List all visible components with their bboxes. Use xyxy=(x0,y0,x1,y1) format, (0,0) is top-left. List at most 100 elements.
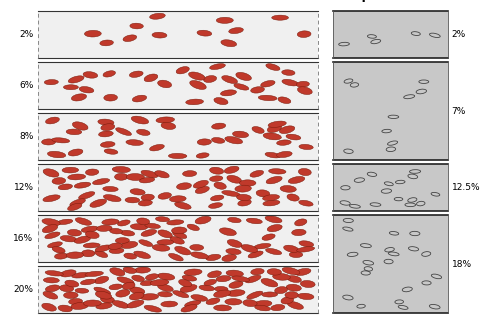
Bar xyxy=(38,164,318,211)
Ellipse shape xyxy=(104,149,118,154)
Ellipse shape xyxy=(130,71,143,77)
Ellipse shape xyxy=(94,287,110,295)
Ellipse shape xyxy=(222,254,236,261)
Ellipse shape xyxy=(252,126,264,133)
Ellipse shape xyxy=(263,133,281,140)
Ellipse shape xyxy=(260,81,275,87)
Ellipse shape xyxy=(130,189,145,195)
Text: Simulations: Simulations xyxy=(136,0,218,2)
Ellipse shape xyxy=(204,279,216,286)
Ellipse shape xyxy=(140,280,154,286)
Ellipse shape xyxy=(58,219,72,225)
Ellipse shape xyxy=(212,138,225,143)
Ellipse shape xyxy=(227,175,242,183)
Ellipse shape xyxy=(276,151,292,157)
Ellipse shape xyxy=(110,228,122,234)
Ellipse shape xyxy=(81,226,98,232)
Ellipse shape xyxy=(243,300,257,306)
Bar xyxy=(332,215,448,313)
Ellipse shape xyxy=(210,195,224,201)
Ellipse shape xyxy=(46,117,60,124)
Ellipse shape xyxy=(48,151,66,158)
Text: 7%: 7% xyxy=(452,107,466,116)
Ellipse shape xyxy=(262,195,280,201)
Ellipse shape xyxy=(241,244,258,252)
Bar xyxy=(332,11,448,58)
Ellipse shape xyxy=(158,193,172,199)
Ellipse shape xyxy=(298,293,314,300)
Ellipse shape xyxy=(247,291,262,299)
Ellipse shape xyxy=(172,227,187,234)
Text: 2%: 2% xyxy=(19,30,34,39)
Ellipse shape xyxy=(72,122,88,130)
Ellipse shape xyxy=(85,271,103,276)
Ellipse shape xyxy=(72,94,86,101)
Ellipse shape xyxy=(288,176,305,184)
Ellipse shape xyxy=(132,95,146,102)
Bar xyxy=(332,62,448,160)
Ellipse shape xyxy=(276,140,291,145)
Ellipse shape xyxy=(96,291,112,299)
Ellipse shape xyxy=(102,219,119,225)
Ellipse shape xyxy=(195,216,211,224)
Ellipse shape xyxy=(254,301,272,307)
Ellipse shape xyxy=(100,296,114,303)
Ellipse shape xyxy=(270,304,285,311)
Ellipse shape xyxy=(126,140,144,145)
Ellipse shape xyxy=(265,216,282,223)
Ellipse shape xyxy=(109,248,124,254)
Ellipse shape xyxy=(112,167,130,173)
Ellipse shape xyxy=(117,277,134,284)
Ellipse shape xyxy=(286,284,302,291)
Ellipse shape xyxy=(46,285,60,292)
Ellipse shape xyxy=(76,218,92,225)
Ellipse shape xyxy=(224,166,239,173)
Ellipse shape xyxy=(268,121,286,127)
Ellipse shape xyxy=(131,116,148,124)
Ellipse shape xyxy=(96,303,112,309)
Ellipse shape xyxy=(104,94,118,101)
Ellipse shape xyxy=(44,277,60,283)
Ellipse shape xyxy=(225,137,242,144)
Ellipse shape xyxy=(110,268,125,276)
Bar xyxy=(38,11,318,58)
Ellipse shape xyxy=(167,220,184,225)
Ellipse shape xyxy=(281,297,293,304)
Ellipse shape xyxy=(157,240,174,245)
Ellipse shape xyxy=(52,246,65,253)
Ellipse shape xyxy=(62,167,78,173)
Ellipse shape xyxy=(299,200,313,206)
Ellipse shape xyxy=(83,72,98,78)
Ellipse shape xyxy=(282,79,298,86)
Ellipse shape xyxy=(136,218,149,225)
Ellipse shape xyxy=(68,203,82,211)
Ellipse shape xyxy=(78,192,95,199)
Ellipse shape xyxy=(188,72,205,80)
Ellipse shape xyxy=(197,30,212,36)
Ellipse shape xyxy=(156,117,174,123)
Ellipse shape xyxy=(152,244,170,251)
Ellipse shape xyxy=(84,300,102,306)
Ellipse shape xyxy=(158,230,172,238)
Ellipse shape xyxy=(295,268,311,275)
Ellipse shape xyxy=(214,182,226,189)
Ellipse shape xyxy=(210,167,224,174)
Ellipse shape xyxy=(229,281,243,288)
Ellipse shape xyxy=(272,274,290,280)
Ellipse shape xyxy=(228,28,244,34)
Ellipse shape xyxy=(96,225,112,231)
Ellipse shape xyxy=(140,177,154,183)
Ellipse shape xyxy=(220,90,236,96)
Text: 6%: 6% xyxy=(19,81,34,90)
Ellipse shape xyxy=(222,76,238,83)
Ellipse shape xyxy=(58,184,72,190)
Ellipse shape xyxy=(68,76,84,83)
Ellipse shape xyxy=(221,40,236,47)
Ellipse shape xyxy=(104,195,121,201)
Ellipse shape xyxy=(184,301,201,307)
Ellipse shape xyxy=(83,243,100,248)
Ellipse shape xyxy=(154,171,169,178)
Ellipse shape xyxy=(196,186,209,194)
Ellipse shape xyxy=(174,246,190,255)
Ellipse shape xyxy=(82,250,95,257)
